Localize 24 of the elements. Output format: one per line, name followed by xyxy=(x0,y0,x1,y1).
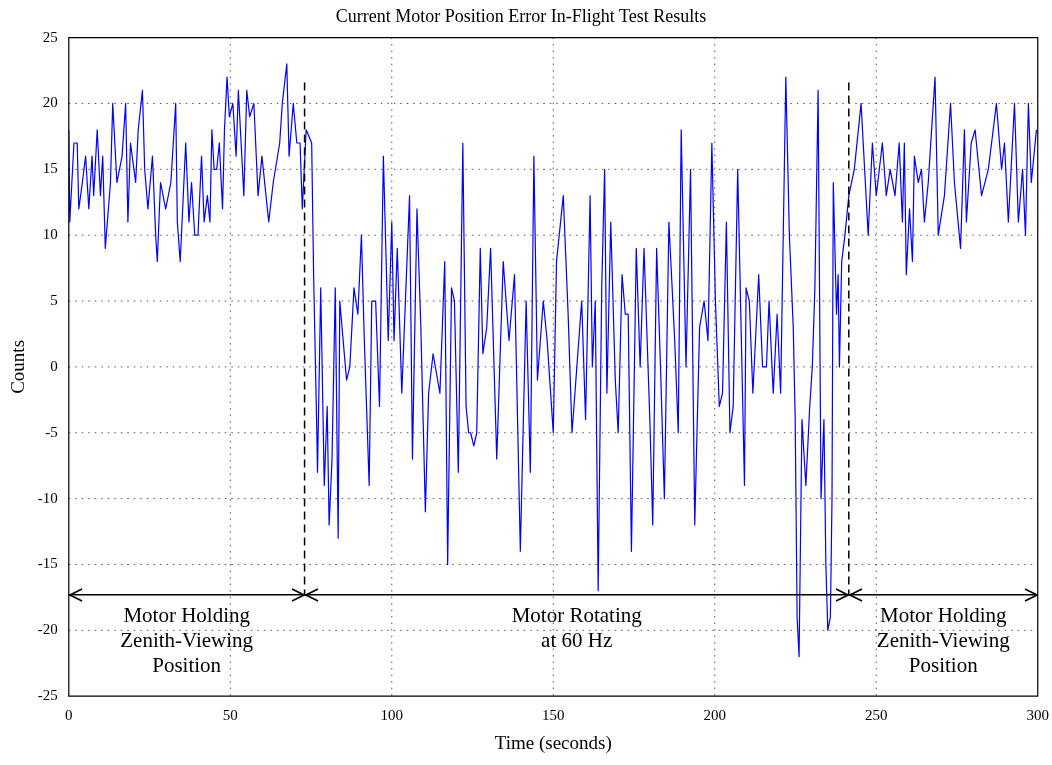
y-tick-label: -5 xyxy=(45,423,58,440)
annotation: Motor Rotating at 60 Hz xyxy=(511,602,642,653)
y-axis-title: Counts xyxy=(7,339,29,394)
x-axis-title: Time (seconds) xyxy=(494,731,612,754)
y-tick-label: 25 xyxy=(42,28,58,45)
annotation: Motor Holding Zenith-Viewing Position xyxy=(876,602,1010,678)
y-tick-label: -25 xyxy=(37,687,58,704)
y-tick-label: 20 xyxy=(42,94,58,111)
x-tick-label: 200 xyxy=(703,707,727,724)
x-tick-label: 50 xyxy=(222,707,238,724)
y-tick-label: 10 xyxy=(42,226,58,243)
x-tick-label: 300 xyxy=(1026,707,1049,724)
x-tick-label: 150 xyxy=(542,707,565,724)
y-tick-label: -10 xyxy=(37,489,58,506)
x-tick-label: 250 xyxy=(865,707,888,724)
y-tick-label: -20 xyxy=(37,621,58,638)
y-tick-label: 5 xyxy=(50,291,58,308)
chart-title: Current Motor Position Error In-Flight Test Results xyxy=(335,5,707,26)
annotation: Motor Holding Zenith-Viewing Position xyxy=(120,602,254,678)
y-tick-label: 15 xyxy=(42,160,58,177)
x-tick-label: 100 xyxy=(380,707,404,724)
y-tick-label: -15 xyxy=(37,555,58,572)
x-tick-label: 0 xyxy=(65,707,73,724)
y-tick-label: 0 xyxy=(50,357,58,374)
